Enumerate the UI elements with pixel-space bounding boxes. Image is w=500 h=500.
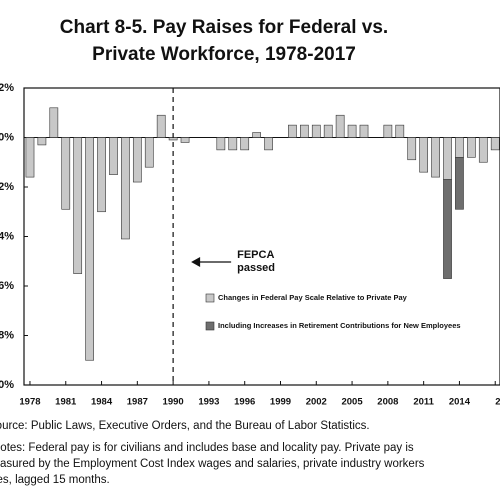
bar xyxy=(49,107,59,138)
x-tick-label: 2002 xyxy=(306,397,327,408)
bar xyxy=(264,137,273,151)
bar xyxy=(311,124,321,138)
bar xyxy=(443,137,452,180)
notes: Notes: Federal pay is for civilians and … xyxy=(0,442,414,454)
bar xyxy=(25,137,35,178)
x-tick-label: 2005 xyxy=(341,397,363,408)
x-tick-label: 2008 xyxy=(377,397,398,408)
plot-frame xyxy=(23,87,500,386)
y-tick-label: -8% xyxy=(0,329,14,341)
y-tick-label: -6% xyxy=(0,280,14,292)
chart-title: Private Workforce, 1978-2017 xyxy=(92,44,356,65)
bar xyxy=(335,114,345,138)
chart-title: Chart 8-5. Pay Raises for Federal vs. xyxy=(60,17,388,38)
x-tick-label: 1993 xyxy=(198,397,219,408)
bar xyxy=(156,114,166,138)
source: Source: Public Laws, Executive Orders, a… xyxy=(0,420,370,432)
x-tick-label: 1987 xyxy=(127,397,148,408)
legend-swatch xyxy=(205,293,215,303)
bar xyxy=(216,137,226,151)
annotation-text: FEPCA xyxy=(237,249,274,261)
x-tick-label: 2017 xyxy=(495,397,500,408)
bar xyxy=(252,132,261,138)
legend-label: Including Increases in Retirement Contri… xyxy=(218,321,461,330)
x-tick-label: 2011 xyxy=(413,397,434,408)
bar xyxy=(299,124,309,138)
y-tick-label: -4% xyxy=(0,230,14,242)
bar xyxy=(323,124,333,138)
bar xyxy=(443,179,452,279)
annotation-arrowhead xyxy=(191,257,201,267)
bar xyxy=(467,137,476,158)
x-tick-label: 1990 xyxy=(163,397,184,408)
x-tick-label: 1984 xyxy=(91,397,113,408)
y-tick-label: -10% xyxy=(0,379,14,391)
y-tick-label: -2% xyxy=(0,181,14,193)
legend-swatch xyxy=(205,321,215,331)
bar xyxy=(455,137,464,158)
bar xyxy=(455,157,464,210)
bar xyxy=(478,137,488,163)
bar xyxy=(288,124,297,138)
legend-label: Changes in Federal Pay Scale Relative to… xyxy=(218,293,408,302)
bar xyxy=(383,124,393,138)
bar xyxy=(407,137,417,161)
bar xyxy=(395,124,405,138)
x-tick-label: 2014 xyxy=(449,397,471,408)
annotation-text: passed xyxy=(237,262,275,274)
x-tick-label: 1978 xyxy=(19,397,40,408)
bar xyxy=(97,137,106,213)
bar xyxy=(61,137,71,210)
y-tick-label: 0% xyxy=(0,131,14,143)
bar xyxy=(359,124,369,138)
bar xyxy=(121,137,130,240)
notes: series, lagged 15 months. xyxy=(0,474,110,486)
bar xyxy=(419,137,429,173)
bar xyxy=(431,137,440,178)
bar xyxy=(85,137,94,361)
y-tick-label: 2% xyxy=(0,82,14,94)
bar xyxy=(132,137,142,183)
x-tick-label: 1996 xyxy=(234,397,255,408)
bar xyxy=(109,137,118,175)
bar xyxy=(490,137,500,151)
bar xyxy=(144,137,154,168)
bar xyxy=(73,137,83,274)
bar xyxy=(228,137,238,151)
notes: measured by the Employment Cost Index wa… xyxy=(0,458,425,470)
bar xyxy=(37,137,47,146)
bar xyxy=(240,137,250,151)
bar xyxy=(180,137,190,143)
x-tick-label: 1981 xyxy=(55,397,77,408)
x-tick-label: 1999 xyxy=(270,397,291,408)
bar xyxy=(347,124,357,138)
